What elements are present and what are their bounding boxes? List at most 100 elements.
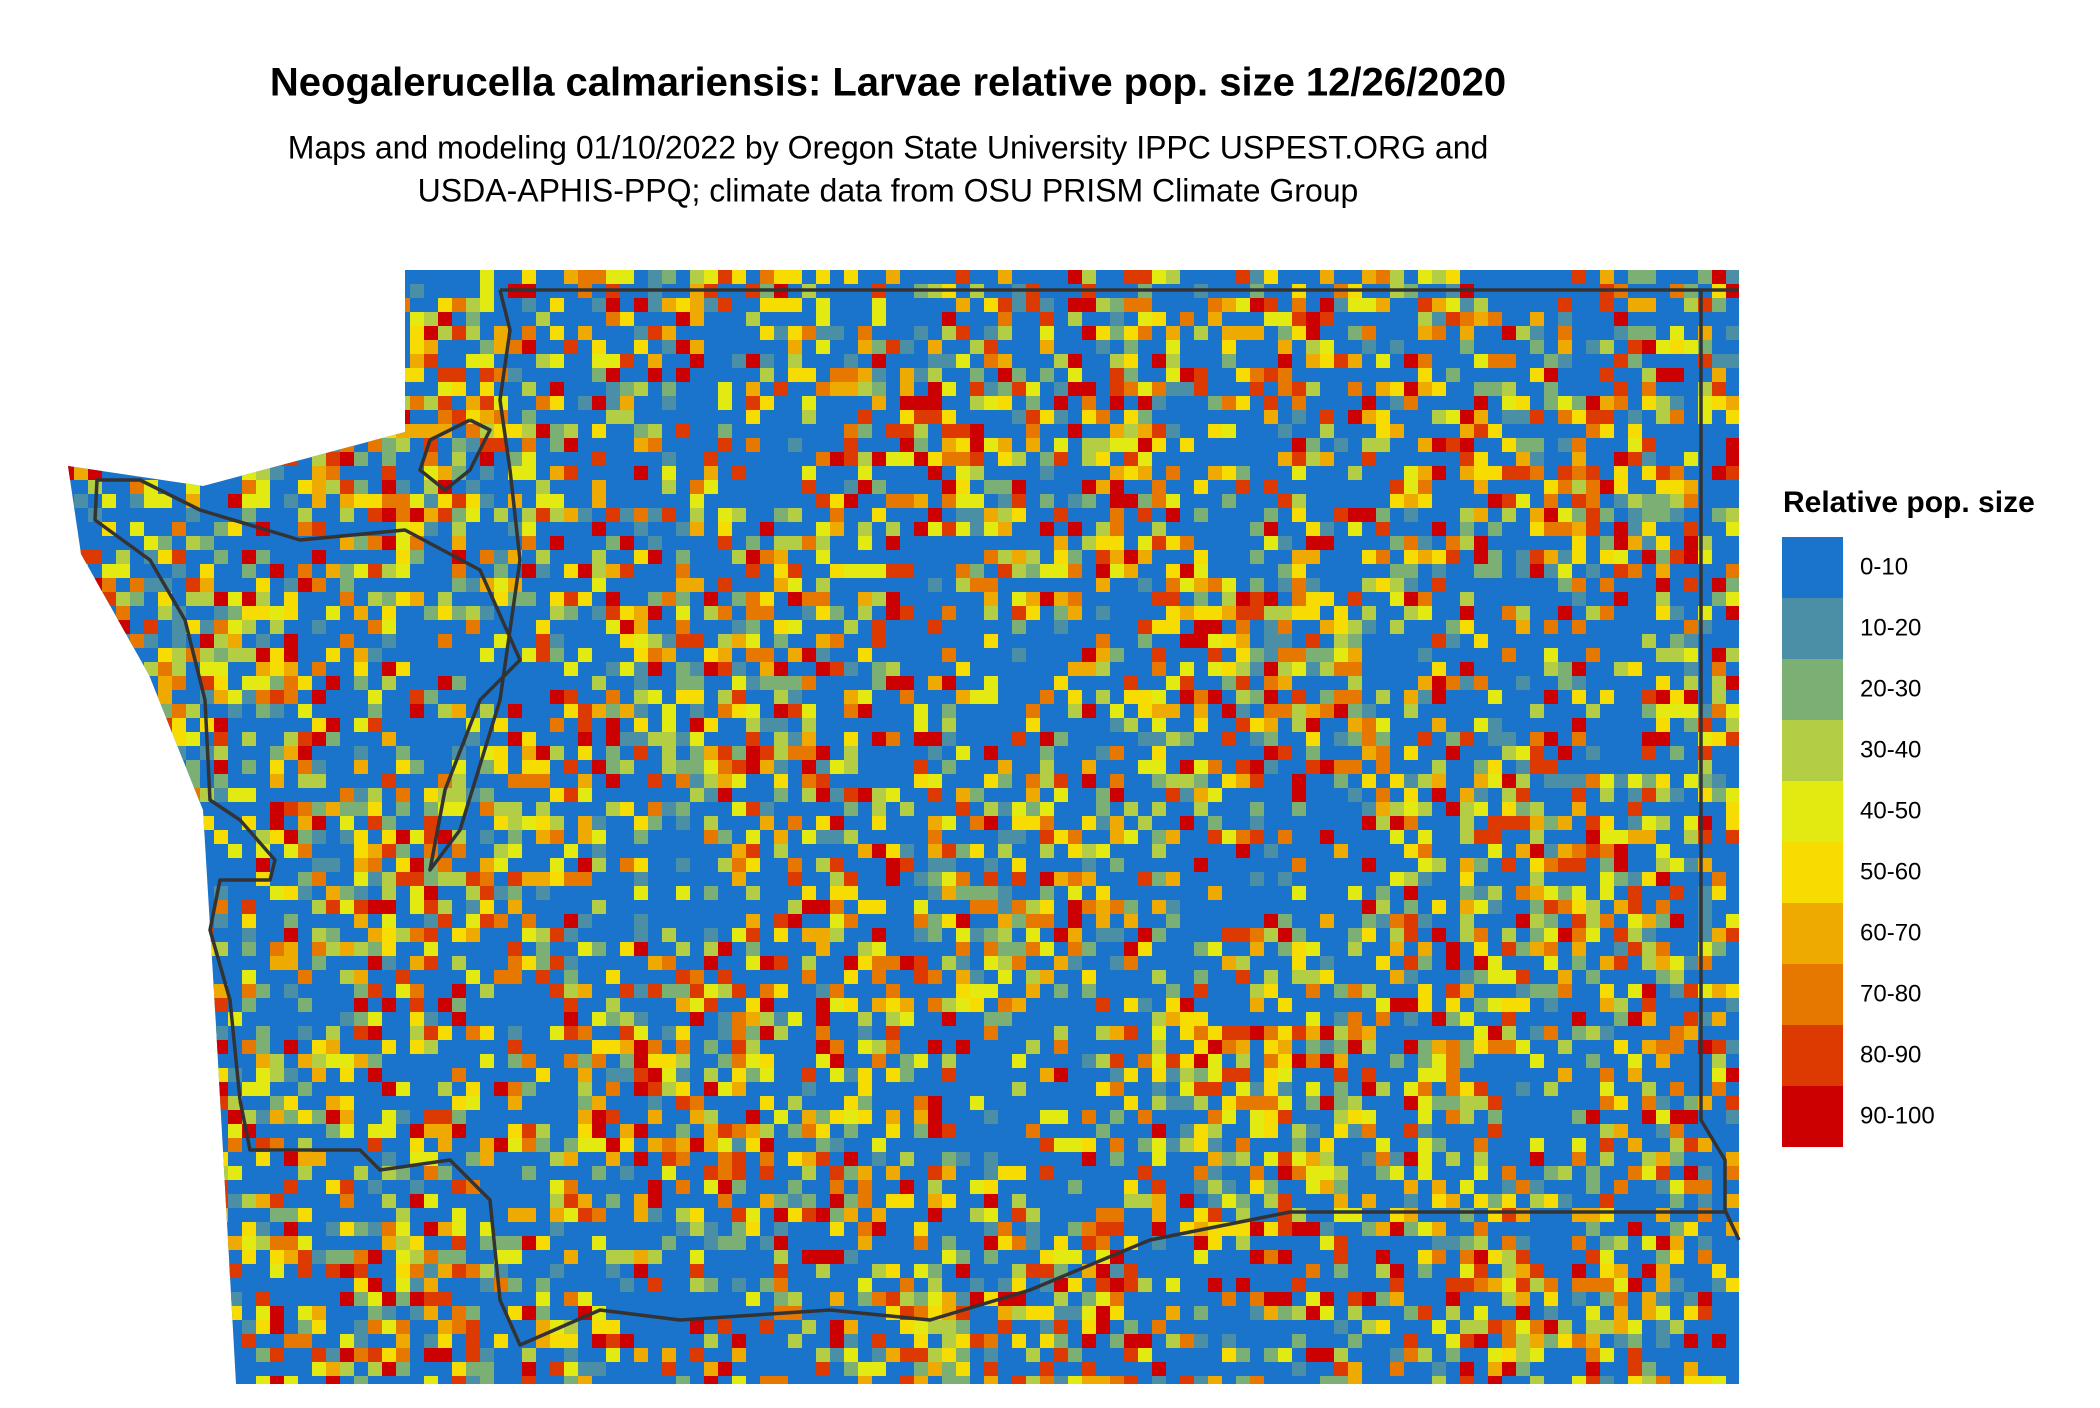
raster-cell xyxy=(340,830,354,844)
raster-cell xyxy=(662,1138,676,1152)
raster-cell xyxy=(1096,690,1110,704)
raster-cell xyxy=(1628,900,1642,914)
raster-cell xyxy=(480,1138,494,1152)
raster-cell xyxy=(116,1040,130,1054)
raster-cell xyxy=(74,354,88,368)
raster-cell xyxy=(1712,984,1726,998)
raster-cell xyxy=(1110,1054,1124,1068)
raster-cell xyxy=(914,1320,928,1334)
raster-cell xyxy=(592,1334,606,1348)
raster-cell xyxy=(130,312,144,326)
raster-cell xyxy=(1390,816,1404,830)
raster-cell xyxy=(550,424,564,438)
raster-cell xyxy=(1502,1320,1516,1334)
raster-cell xyxy=(144,620,158,634)
raster-cell xyxy=(1614,998,1628,1012)
raster-cell xyxy=(928,368,942,382)
raster-cell xyxy=(382,1040,396,1054)
raster-cell xyxy=(130,634,144,648)
raster-cell xyxy=(214,984,228,998)
raster-cell xyxy=(256,1054,270,1068)
raster-cell xyxy=(298,704,312,718)
raster-cell xyxy=(1110,928,1124,942)
raster-cell xyxy=(1628,1320,1642,1334)
raster-cell xyxy=(1572,942,1586,956)
raster-cell xyxy=(858,1222,872,1236)
raster-cell xyxy=(1684,984,1698,998)
raster-cell xyxy=(1348,1292,1362,1306)
raster-cell xyxy=(1082,872,1096,886)
raster-cell xyxy=(1138,1334,1152,1348)
raster-cell xyxy=(452,1320,466,1334)
raster-cell xyxy=(1068,354,1082,368)
raster-cell xyxy=(354,354,368,368)
raster-cell xyxy=(382,956,396,970)
raster-cell xyxy=(508,1026,522,1040)
raster-cell xyxy=(1502,1348,1516,1362)
legend-swatch xyxy=(1782,598,1843,659)
raster-cell xyxy=(158,676,172,690)
raster-cell xyxy=(718,788,732,802)
raster-cell xyxy=(130,690,144,704)
raster-cell xyxy=(1180,662,1194,676)
raster-cell xyxy=(1138,508,1152,522)
raster-cell xyxy=(186,774,200,788)
raster-cell xyxy=(1586,508,1600,522)
raster-cell xyxy=(1040,1306,1054,1320)
raster-cell xyxy=(1138,270,1152,284)
raster-cell xyxy=(354,872,368,886)
raster-cell xyxy=(1110,466,1124,480)
raster-cell xyxy=(1432,312,1446,326)
raster-cell xyxy=(1180,634,1194,648)
raster-cell xyxy=(1670,550,1684,564)
raster-cell xyxy=(1544,1306,1558,1320)
raster-cell xyxy=(1166,676,1180,690)
raster-cell xyxy=(466,1152,480,1166)
raster-cell xyxy=(480,396,494,410)
raster-cell xyxy=(68,662,74,676)
raster-cell xyxy=(452,1306,466,1320)
raster-cell xyxy=(1250,550,1264,564)
raster-cell xyxy=(1390,774,1404,788)
raster-cell xyxy=(298,1166,312,1180)
raster-cell xyxy=(1642,382,1656,396)
raster-cell xyxy=(172,1152,186,1166)
raster-cell xyxy=(410,1012,424,1026)
raster-cell xyxy=(998,1222,1012,1236)
raster-cell xyxy=(620,536,634,550)
raster-cell xyxy=(368,312,382,326)
raster-cell xyxy=(1502,1264,1516,1278)
raster-cell xyxy=(1502,354,1516,368)
raster-cell xyxy=(1096,648,1110,662)
raster-cell xyxy=(1082,1292,1096,1306)
raster-cell xyxy=(270,802,284,816)
raster-cell xyxy=(1376,998,1390,1012)
raster-cell xyxy=(1558,480,1572,494)
raster-cell xyxy=(1026,970,1040,984)
raster-cell xyxy=(928,452,942,466)
raster-cell xyxy=(774,1012,788,1026)
raster-cell xyxy=(102,648,116,662)
raster-cell xyxy=(1124,1068,1138,1082)
raster-cell xyxy=(1138,1054,1152,1068)
raster-cell xyxy=(1054,774,1068,788)
raster-cell xyxy=(214,1376,228,1384)
raster-cell xyxy=(522,466,536,480)
raster-cell xyxy=(788,354,802,368)
raster-cell xyxy=(1460,1054,1474,1068)
raster-cell xyxy=(74,774,88,788)
raster-cell xyxy=(74,284,88,298)
raster-cell xyxy=(1404,1124,1418,1138)
raster-cell xyxy=(242,928,256,942)
raster-cell xyxy=(1726,452,1739,466)
raster-cell xyxy=(1152,1362,1166,1376)
raster-cell xyxy=(1726,592,1739,606)
raster-cell xyxy=(956,1250,970,1264)
raster-cell xyxy=(1404,1306,1418,1320)
raster-cell xyxy=(788,1012,802,1026)
raster-cell xyxy=(998,522,1012,536)
raster-cell xyxy=(200,620,214,634)
raster-cell xyxy=(1096,550,1110,564)
raster-cell xyxy=(312,732,326,746)
raster-cell xyxy=(1558,970,1572,984)
